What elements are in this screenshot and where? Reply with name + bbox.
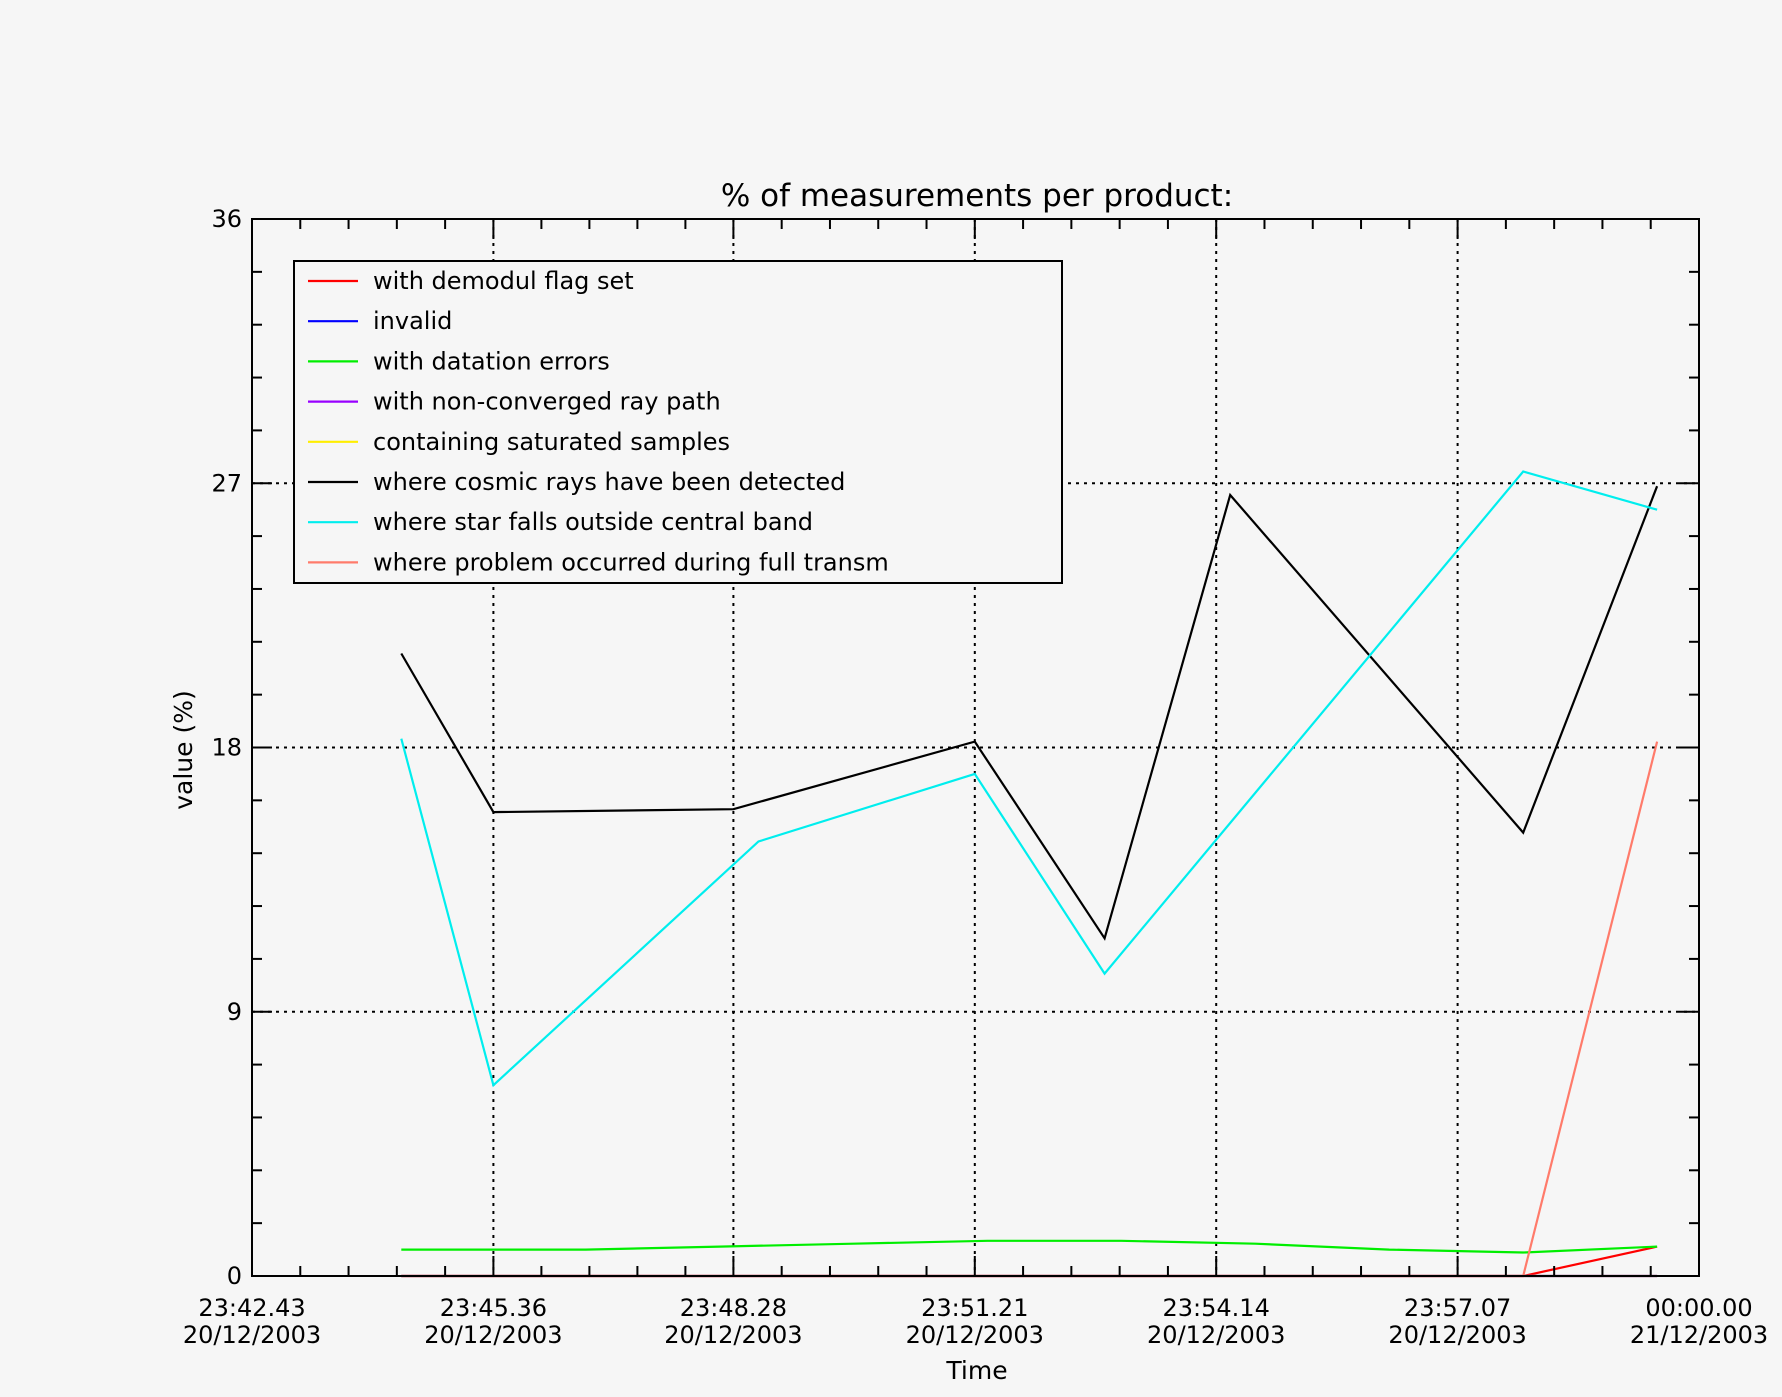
legend-box: [293, 260, 1063, 584]
legend-label: where problem occurred during full trans…: [373, 548, 889, 576]
series-line-3: [401, 1239, 1658, 1254]
x-tick-label-date: 20/12/2003: [424, 1321, 562, 1349]
x-tick-label-date: 20/12/2003: [664, 1321, 802, 1349]
legend-label: with non-converged ray path: [373, 388, 721, 416]
x-tick-label-time: 00:00.00: [1645, 1294, 1752, 1322]
legend-label: with demodul flag set: [373, 267, 634, 295]
y-tick-label: 36: [211, 205, 242, 233]
legend-label: containing saturated samples: [373, 428, 730, 456]
x-axis-label: Time: [945, 1356, 1007, 1385]
y-tick-label: 9: [227, 998, 242, 1026]
series-line-8: [401, 741, 1659, 1278]
y-tick-label: 18: [211, 734, 242, 762]
legend-label: with datation errors: [373, 347, 610, 375]
x-tick-label-date: 20/12/2003: [183, 1321, 321, 1349]
legend-label: where cosmic rays have been detected: [373, 468, 845, 496]
x-tick-label-date: 20/12/2003: [1388, 1321, 1526, 1349]
x-tick-label-date: 21/12/2003: [1630, 1321, 1768, 1349]
legend: with demodul flag set invalid with datatio…: [293, 260, 1063, 584]
x-tick-label-time: 23:54.14: [1163, 1294, 1270, 1322]
legend-label: where star falls outside central band: [373, 508, 813, 536]
x-tick-label-time: 23:57.07: [1404, 1294, 1511, 1322]
series-lines: [400, 470, 1659, 1278]
series-line-6: [400, 485, 1659, 941]
x-tick-label-time: 23:42.43: [198, 1294, 305, 1322]
chart-title: % of measurements per product:: [721, 178, 1233, 214]
y-tick-label: 0: [227, 1262, 242, 1290]
x-tick-label-date: 20/12/2003: [906, 1321, 1044, 1349]
axis-ticks: 0918273623:42.4320/12/200323:45.3620/12/…: [183, 205, 1768, 1349]
x-tick-label-date: 20/12/2003: [1147, 1321, 1285, 1349]
x-tick-label-time: 23:45.36: [440, 1294, 547, 1322]
x-tick-label-time: 23:51.21: [921, 1294, 1028, 1322]
legend-label: invalid: [373, 307, 452, 335]
x-tick-label-time: 23:48.28: [680, 1294, 787, 1322]
y-axis-label: value (%): [169, 690, 198, 810]
y-tick-label: 27: [211, 469, 242, 497]
series-line-7: [400, 470, 1658, 1088]
